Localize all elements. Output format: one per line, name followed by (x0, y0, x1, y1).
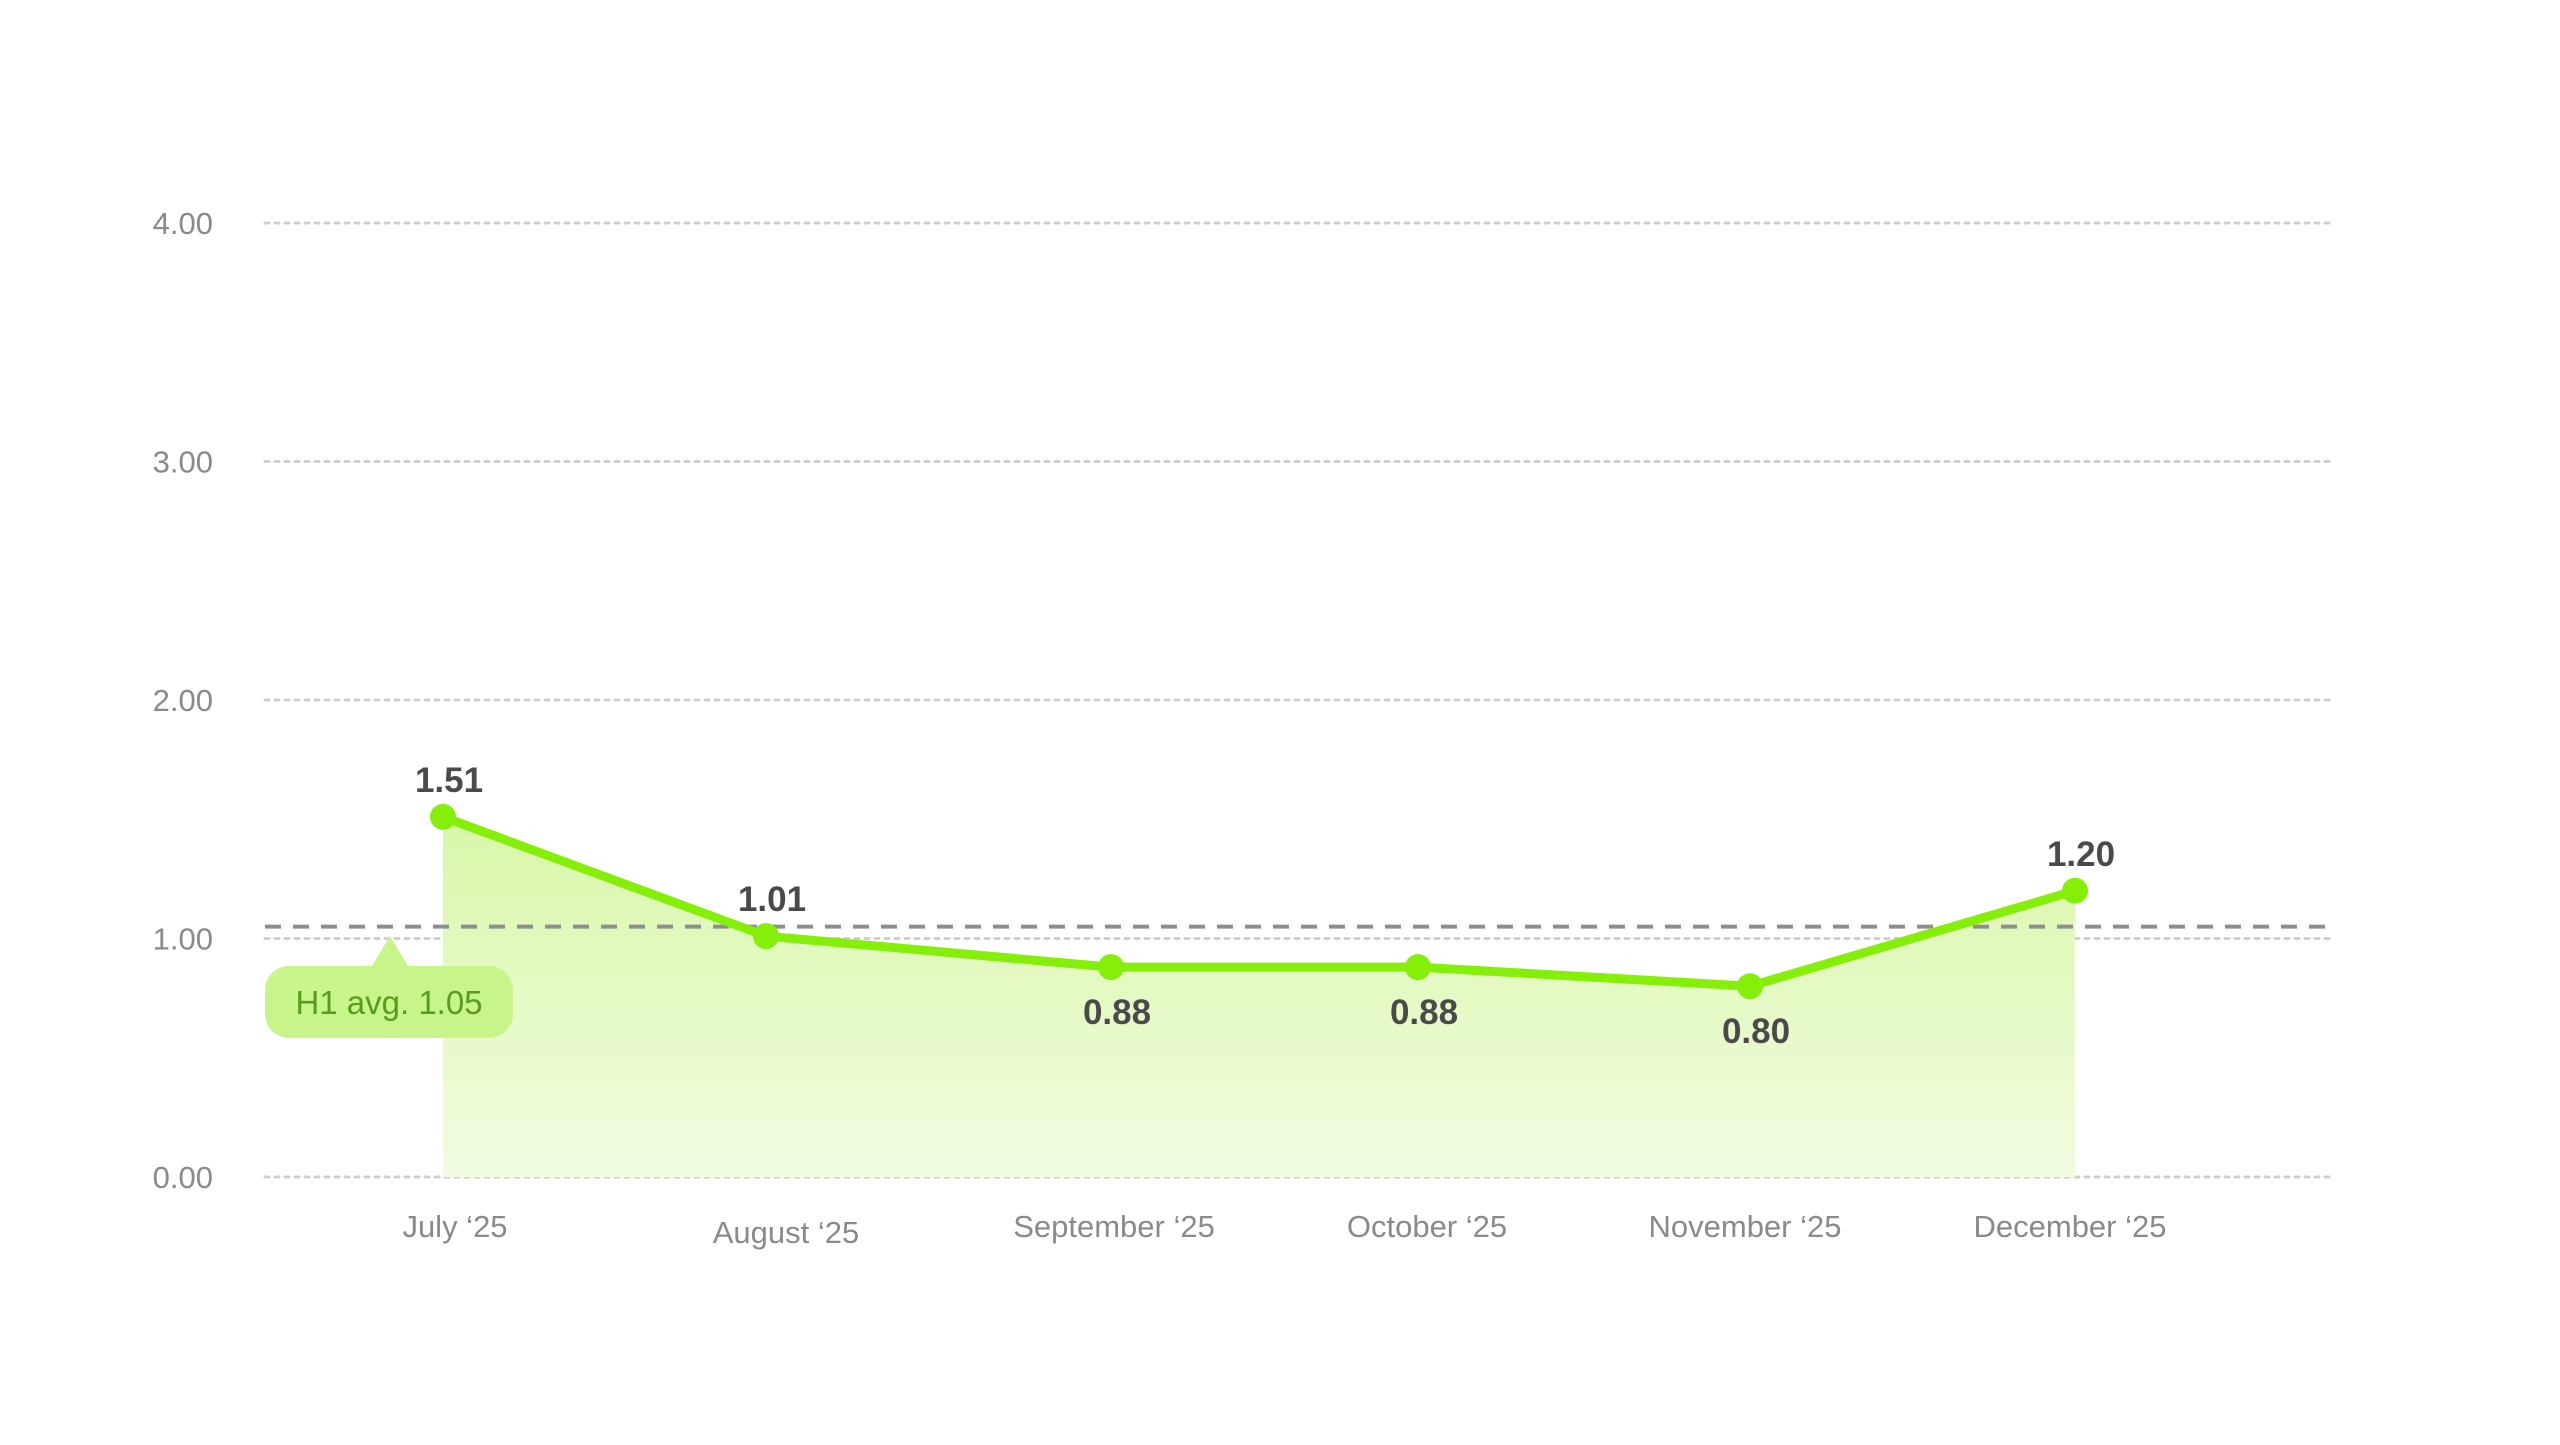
area-fill-layer (443, 816, 2075, 1177)
x-tick-label: August ‘25 (713, 1215, 860, 1250)
y-axis-ticks: 0.00 1.00 2.00 3.00 4.00 (153, 206, 213, 1195)
average-badge-label: H1 avg. 1.05 (295, 984, 482, 1021)
data-label: 0.88 (1390, 993, 1458, 1032)
data-points (430, 803, 2088, 1000)
data-point (2062, 877, 2088, 904)
x-tick-label: October ‘25 (1347, 1209, 1507, 1244)
data-point (430, 803, 456, 830)
y-tick-label: 4.00 (153, 206, 213, 241)
y-tick-label: 3.00 (153, 445, 213, 480)
x-tick-label: November ‘25 (1649, 1209, 1842, 1244)
average-badge: H1 avg. 1.05 (265, 936, 513, 1038)
data-label: 0.88 (1083, 993, 1151, 1032)
data-point (1098, 954, 1124, 981)
x-tick-label: September ‘25 (1013, 1209, 1215, 1244)
data-label: 1.20 (2047, 835, 2115, 874)
data-label: 1.01 (738, 880, 806, 919)
data-labels: 1.51 1.01 0.88 0.88 0.80 1.20 (415, 761, 2115, 1051)
badge-background (265, 966, 513, 1038)
y-tick-label: 1.00 (153, 922, 213, 957)
series-line (438, 812, 2080, 991)
y-tick-label: 2.00 (153, 683, 213, 718)
x-tick-label: July ‘25 (402, 1209, 507, 1244)
y-tick-label: 0.00 (153, 1160, 213, 1195)
series-line-layer (438, 812, 2080, 991)
data-label: 1.51 (415, 761, 483, 800)
x-tick-label: December ‘25 (1974, 1209, 2167, 1244)
data-label: 0.80 (1722, 1012, 1790, 1051)
x-axis-ticks: July ‘25 August ‘25 September ‘25 October ‘… (402, 1209, 2166, 1250)
data-point (753, 923, 779, 950)
area-fill (443, 816, 2075, 1177)
badge-pointer (372, 936, 408, 966)
data-point (1405, 954, 1431, 981)
data-point (1737, 973, 1763, 1000)
